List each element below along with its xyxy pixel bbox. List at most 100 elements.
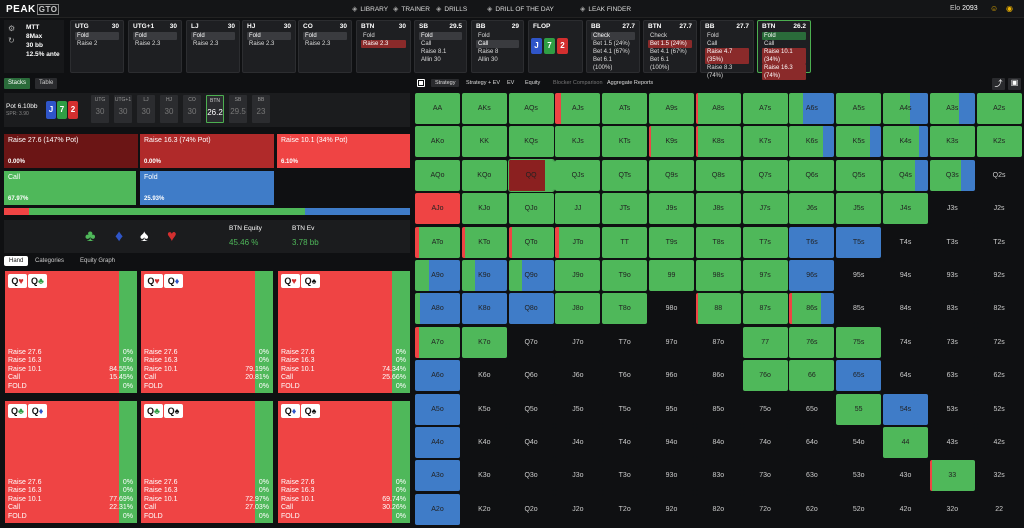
range-cell[interactable]: 83s <box>929 293 975 325</box>
range-cell[interactable]: KJo <box>461 193 507 225</box>
range-cell[interactable]: K3o <box>461 460 507 492</box>
tab-equity-graph[interactable]: Equity Graph <box>80 258 116 264</box>
action-option[interactable]: Fold <box>75 32 119 40</box>
grid-toggle-icon[interactable] <box>417 79 425 87</box>
position-card-lj[interactable]: LJ 30 Fold Raise 2.3 <box>186 20 240 73</box>
range-cell[interactable]: 64o <box>789 427 835 458</box>
range-cell[interactable]: 76o <box>742 360 788 392</box>
range-cell[interactable]: AKs <box>461 93 507 124</box>
range-cell[interactable]: JTs <box>602 193 648 225</box>
action-raise-27-6-147-pot-[interactable]: Raise 27.6 (147% Pot) 0.00% <box>4 134 138 168</box>
range-cell[interactable]: 93o <box>649 460 694 492</box>
range-cell[interactable]: 98s <box>695 260 741 291</box>
range-cell[interactable]: J4s <box>883 193 928 225</box>
range-cell[interactable]: 53s <box>929 393 975 425</box>
range-cell[interactable]: 33 <box>929 460 975 492</box>
range-cell[interactable]: T3s <box>929 226 975 258</box>
position-card-hj[interactable]: HJ 30 Fold Raise 2.3 <box>242 20 296 73</box>
action-option[interactable]: Raise 8.1 <box>421 49 447 55</box>
hand-combo-cell[interactable]: Q♣ Q♦ Raise 27.6 0% Raise 16.3 0% Raise 10.1 77… <box>4 400 138 524</box>
position-card-btn[interactable]: BTN 26.2 Fold Call Raise 10.1 (34%) Raise 16.… <box>757 20 811 80</box>
range-cell[interactable]: AJs <box>555 93 601 124</box>
range-cell[interactable]: 42o <box>883 493 928 525</box>
range-cell[interactable]: 72o <box>742 493 788 525</box>
settings-icon[interactable]: ⚙ <box>8 24 16 33</box>
action-option[interactable]: Call <box>707 41 718 47</box>
share-icon[interactable]: ⤴ <box>992 78 1005 90</box>
range-cell[interactable]: AKo <box>415 126 460 158</box>
action-option[interactable]: Raise 2.3 <box>135 41 161 47</box>
hand-combo-cell[interactable]: Q♥ Q♣ Raise 27.6 0% Raise 16.3 0% Raise 10.1 84… <box>4 270 138 394</box>
range-cell[interactable]: K6o <box>461 360 507 392</box>
action-option[interactable]: Fold <box>762 32 806 40</box>
range-cell[interactable]: K8o <box>461 293 507 325</box>
tab-hand[interactable]: Hand <box>4 256 29 266</box>
range-cell[interactable]: 55 <box>836 393 882 425</box>
range-cell[interactable]: 32s <box>976 460 1022 492</box>
range-cell[interactable]: ATo <box>415 226 460 258</box>
range-cell[interactable]: Q7o <box>508 326 554 358</box>
range-cell[interactable]: 83o <box>695 460 741 492</box>
range-cell[interactable]: J6o <box>555 360 601 392</box>
range-cell[interactable]: J8s <box>695 193 741 225</box>
range-cell[interactable]: 73o <box>742 460 788 492</box>
range-cell[interactable]: 43s <box>929 427 975 458</box>
range-cell[interactable]: J3o <box>555 460 601 492</box>
action-option[interactable]: Bet 6.1 (100%) <box>650 57 670 71</box>
range-cell[interactable]: 95o <box>649 393 694 425</box>
range-cell[interactable]: T8s <box>695 226 741 258</box>
nav-library[interactable]: ◈ LIBRARY <box>352 5 388 14</box>
hand-combo-cell[interactable]: Q♥ Q♦ Raise 27.6 0% Raise 16.3 0% Raise 10.1 79… <box>140 270 274 394</box>
action-option[interactable]: Call <box>764 41 775 47</box>
position-card-utg[interactable]: UTG 30 Fold Raise 2 <box>70 20 124 73</box>
range-cell[interactable]: 63s <box>929 360 975 392</box>
tab-stacks[interactable]: Stacks <box>4 78 31 89</box>
range-cell[interactable]: KQo <box>461 159 507 191</box>
action-option[interactable]: Fold <box>478 33 490 39</box>
action-option[interactable]: Fold <box>363 33 375 39</box>
range-cell[interactable]: 99 <box>649 260 694 291</box>
range-cell[interactable]: 54o <box>836 427 882 458</box>
range-cell[interactable]: A3o <box>415 460 460 492</box>
range-cell[interactable]: J5s <box>836 193 882 225</box>
range-cell[interactable]: K4o <box>461 427 507 458</box>
range-cell[interactable]: 96o <box>649 360 694 392</box>
range-cell[interactable]: 84o <box>695 427 741 458</box>
range-cell[interactable]: 54s <box>883 393 928 425</box>
position-card-btn[interactable]: BTN 27.7 Check Bet 1.5 (24%) Bet 4.1 (67%) Be… <box>643 20 697 73</box>
range-cell[interactable]: 82s <box>976 293 1022 325</box>
range-cell[interactable]: 75s <box>836 326 882 358</box>
action-option[interactable]: Raise 2 <box>77 41 98 47</box>
range-cell[interactable]: 62s <box>976 360 1022 392</box>
action-option[interactable]: Raise 2.3 <box>249 41 275 47</box>
range-cell[interactable]: 22 <box>976 493 1022 525</box>
range-cell[interactable]: 65o <box>789 393 835 425</box>
action-option[interactable]: Allin 30 <box>478 57 498 63</box>
position-card-bb[interactable]: BB 27.7 Check Bet 1.5 (24%) Bet 4.1 (67%) Bet… <box>586 20 640 73</box>
action-option[interactable]: Bet 1.5 (24%) <box>593 41 630 47</box>
range-cell[interactable]: 98o <box>649 293 694 325</box>
range-tab-strategy[interactable]: Strategy <box>431 79 460 87</box>
range-cell[interactable]: ATs <box>602 93 648 124</box>
range-cell[interactable]: T8o <box>602 293 648 325</box>
range-cell[interactable]: K2o <box>461 493 507 525</box>
action-option[interactable]: Raise 2.3 <box>305 41 331 47</box>
action-option[interactable]: Raise 2.3 <box>361 40 406 48</box>
refresh-icon[interactable]: ↻ <box>8 36 15 45</box>
hand-combo-cell[interactable]: Q♥ Q♠ Raise 27.6 0% Raise 16.3 0% Raise 10.1 74… <box>277 270 411 394</box>
range-cell[interactable]: Q7s <box>742 159 788 191</box>
range-cell[interactable]: QQ <box>507 158 555 192</box>
range-cell[interactable]: J5o <box>555 393 601 425</box>
range-cell[interactable]: 66 <box>789 360 835 392</box>
tab-table[interactable]: Table <box>35 78 58 89</box>
action-option[interactable]: Fold <box>707 33 719 39</box>
range-cell[interactable]: A8o <box>415 293 460 325</box>
range-cell[interactable]: T3o <box>602 460 648 492</box>
range-cell[interactable]: 85s <box>836 293 882 325</box>
range-cell[interactable]: 63o <box>789 460 835 492</box>
range-cell[interactable]: K3s <box>929 126 975 158</box>
range-cell[interactable]: 52o <box>836 493 882 525</box>
range-cell[interactable]: A7o <box>415 326 460 358</box>
range-cell[interactable]: 92o <box>649 493 694 525</box>
range-cell[interactable]: 87o <box>695 326 741 358</box>
